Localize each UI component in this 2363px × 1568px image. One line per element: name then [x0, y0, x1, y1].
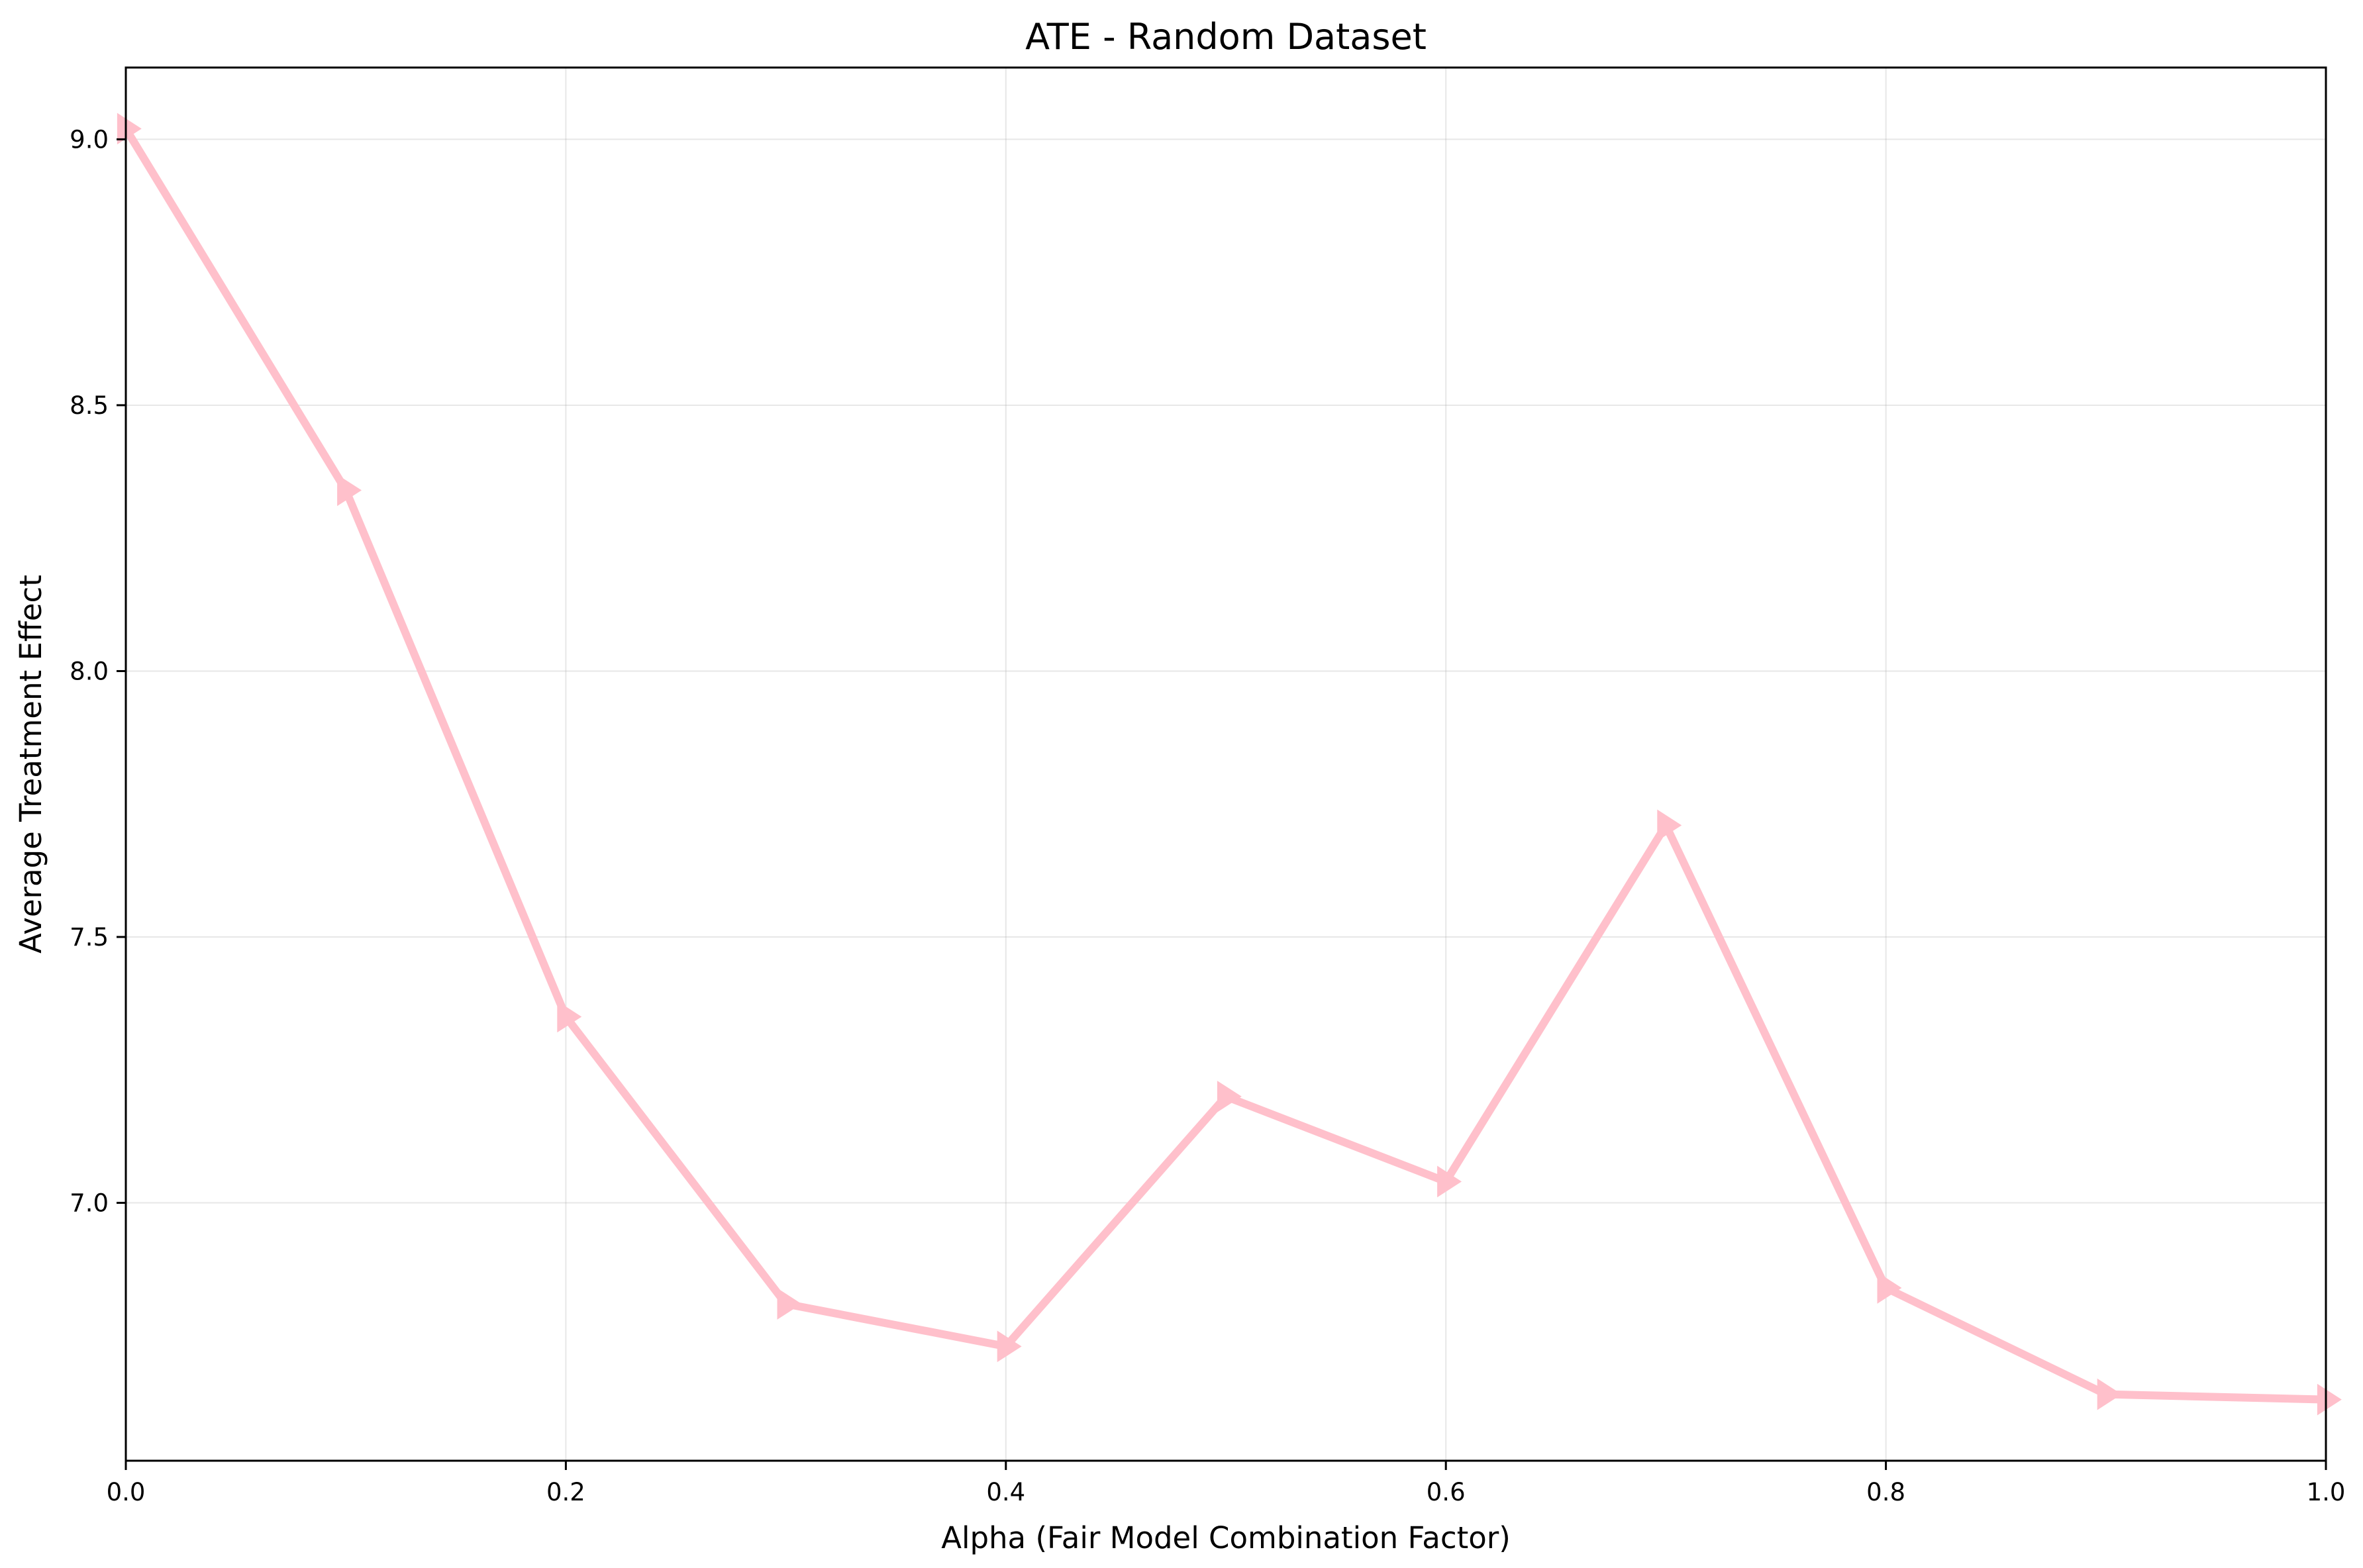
y-tick-label: 7.5: [70, 923, 109, 952]
data-point-marker: [777, 1288, 802, 1320]
data-point-marker: [557, 1001, 582, 1033]
y-axis-label: Average Treatment Effect: [13, 575, 48, 954]
data-point-marker: [2097, 1378, 2122, 1410]
data-point-marker: [1217, 1081, 1242, 1112]
x-tick-label: 0.0: [107, 1478, 146, 1506]
data-point-marker: [1657, 809, 1682, 842]
data-point-marker: [117, 113, 142, 145]
chart-title: ATE - Random Dataset: [1025, 16, 1427, 58]
y-tick-label: 9.0: [70, 125, 109, 154]
x-tick-label: 0.6: [1427, 1478, 1466, 1506]
y-tick-label: 8.0: [70, 657, 109, 685]
x-tick-label: 1.0: [2307, 1478, 2346, 1506]
data-point-marker: [2317, 1383, 2342, 1416]
plot-frame: [125, 66, 2327, 1462]
y-tick-label: 8.5: [70, 391, 109, 420]
x-axis-ticks: 0.0 0.2 0.4 0.6 0.8 1.0: [107, 1461, 2346, 1506]
data-point-marker: [1437, 1165, 1462, 1198]
x-tick-label: 0.8: [1866, 1478, 1905, 1506]
data-point-marker: [337, 474, 362, 507]
x-tick-label: 0.2: [546, 1478, 585, 1506]
data-point-marker: [997, 1330, 1022, 1363]
marker-layer: [117, 113, 2342, 1416]
x-tick-label: 0.4: [986, 1478, 1025, 1506]
y-tick-label: 7.0: [70, 1189, 109, 1218]
x-axis-label: Alpha (Fair Model Combination Factor): [941, 1520, 1511, 1555]
data-point-marker: [1877, 1272, 1902, 1304]
y-axis-ticks: 7.0 7.5 8.0 8.5 9.0: [70, 125, 126, 1218]
